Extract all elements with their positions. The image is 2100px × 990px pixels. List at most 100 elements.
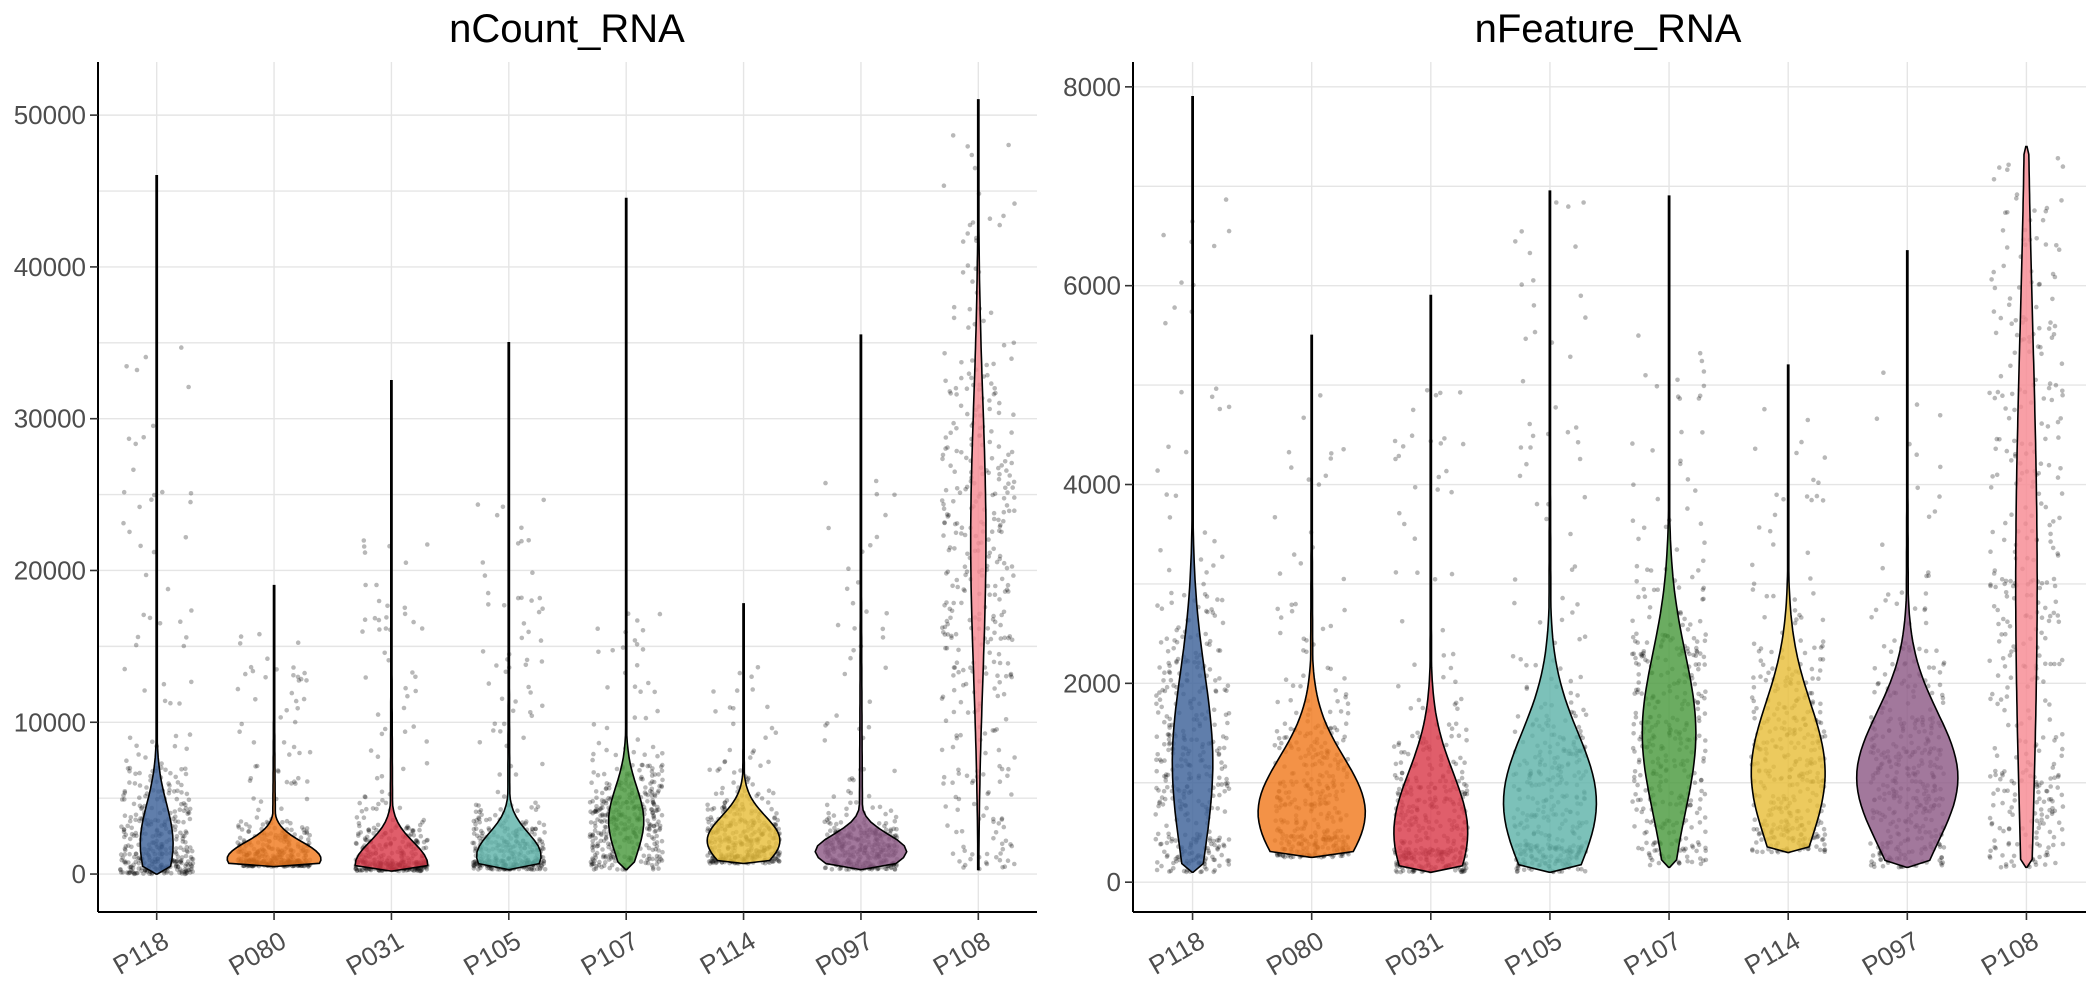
data-point [477, 809, 482, 815]
data-point [1572, 564, 1578, 569]
data-point [767, 860, 772, 865]
data-point [609, 862, 615, 868]
data-point [1221, 842, 1226, 848]
data-point [372, 615, 378, 621]
data-point [371, 831, 376, 836]
data-point [539, 864, 544, 869]
data-point [991, 819, 996, 825]
data-point [1224, 735, 1229, 741]
data-point [136, 861, 142, 866]
data-point [951, 687, 957, 693]
data-point [603, 860, 608, 865]
data-point [419, 867, 425, 873]
data-point [179, 858, 184, 863]
data-point [589, 862, 594, 868]
data-point [190, 869, 195, 874]
data-point [306, 864, 311, 869]
data-point [476, 867, 481, 872]
data-point [362, 550, 368, 555]
data-point [295, 674, 301, 680]
data-point [591, 844, 597, 849]
data-point [471, 866, 477, 871]
data-point [357, 823, 362, 829]
data-point [1226, 228, 1232, 234]
data-point [1581, 200, 1586, 205]
data-point [1171, 866, 1176, 871]
data-point [185, 849, 190, 855]
data-point [631, 749, 637, 755]
data-point [846, 566, 851, 571]
data-point [1397, 510, 1402, 516]
data-point [1698, 797, 1703, 802]
data-point [1415, 730, 1420, 736]
data-point [1342, 734, 1347, 740]
data-point [362, 617, 368, 622]
data-point [137, 795, 142, 800]
data-point [185, 809, 191, 815]
data-point [1198, 557, 1204, 562]
data-point [501, 603, 507, 608]
data-point [538, 638, 544, 643]
data-point [118, 867, 123, 873]
data-point [1275, 853, 1280, 858]
data-point [1006, 589, 1011, 594]
data-point [371, 825, 377, 831]
data-point [1695, 706, 1701, 712]
data-point [1225, 858, 1230, 863]
data-point [363, 794, 368, 800]
data-point [595, 841, 600, 846]
violin-group-p080 [1257, 334, 1367, 860]
data-point [1338, 709, 1344, 714]
data-point [1159, 759, 1164, 764]
data-point [940, 452, 946, 458]
data-point [122, 859, 127, 865]
data-point [175, 867, 180, 872]
data-point [183, 766, 188, 772]
data-point [1697, 806, 1702, 811]
data-point [603, 836, 609, 841]
data-point [174, 796, 180, 802]
violin-p105 [475, 342, 542, 871]
data-point [849, 776, 855, 781]
data-point [600, 854, 606, 860]
data-point [972, 165, 978, 171]
data-point [650, 810, 655, 816]
data-point [892, 866, 897, 872]
data-point [941, 183, 947, 188]
data-point [1158, 548, 1163, 553]
data-point [1688, 622, 1693, 627]
data-point [1224, 776, 1229, 782]
data-point [1328, 666, 1333, 672]
violin-group-p031 [353, 380, 430, 874]
data-point [144, 869, 150, 874]
data-point [173, 864, 179, 869]
data-point [1216, 838, 1222, 843]
data-point [756, 791, 761, 797]
data-point [1175, 855, 1180, 860]
data-point [539, 862, 544, 868]
data-point [1003, 838, 1009, 844]
data-point [707, 861, 713, 866]
data-point [1334, 727, 1340, 733]
data-point [302, 830, 307, 835]
data-point [848, 800, 853, 806]
data-point [1006, 452, 1011, 458]
data-point [599, 864, 604, 870]
data-point [304, 826, 310, 831]
data-point [594, 864, 599, 869]
data-point [376, 801, 381, 807]
data-point [991, 816, 996, 822]
data-point [532, 832, 537, 837]
data-point [939, 696, 945, 701]
data-point [1008, 671, 1014, 677]
x-tick-label: P108 [928, 925, 996, 981]
data-point [598, 805, 603, 811]
data-point [1222, 687, 1228, 692]
data-point [307, 832, 313, 838]
data-point [970, 358, 975, 363]
data-point [1154, 785, 1159, 791]
data-point [364, 806, 369, 812]
data-point [1220, 734, 1226, 739]
data-point [523, 821, 528, 826]
data-point [751, 748, 757, 753]
